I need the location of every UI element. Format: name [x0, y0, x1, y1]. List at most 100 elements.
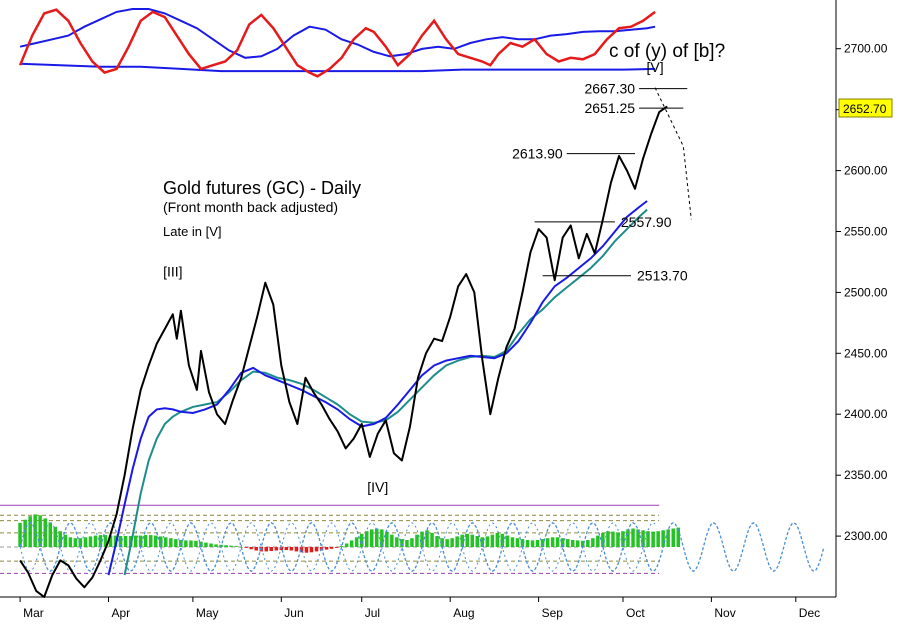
level-label: 2667.30 — [584, 81, 635, 97]
histogram-bar — [209, 543, 213, 547]
y-tick-label: 2550.00 — [844, 225, 888, 239]
histogram-bar — [68, 537, 73, 547]
histogram-bar — [495, 532, 500, 547]
x-tick-label: Aug — [453, 606, 474, 620]
histogram-bar — [555, 537, 560, 547]
wave-question: c of (y) of [b]? — [609, 41, 725, 62]
histogram-bar — [214, 544, 218, 547]
chart-note: Late in [V] — [163, 224, 222, 239]
histogram-bar — [515, 538, 520, 547]
histogram-bar — [550, 537, 555, 547]
histogram-bar — [58, 531, 62, 547]
x-tick-label: Oct — [626, 606, 645, 620]
bottom-indicator-panel — [0, 504, 825, 574]
chart-subtitle: (Front month back adjusted) — [163, 199, 338, 215]
histogram-bar — [43, 518, 47, 547]
histogram-bar — [118, 536, 123, 547]
histogram-bar — [485, 536, 490, 547]
histogram-bar — [169, 538, 173, 547]
ma-slow-line — [123, 208, 648, 576]
histogram-bar — [465, 533, 469, 547]
histogram-bar — [651, 531, 655, 547]
histogram-bar — [375, 528, 379, 547]
histogram-bar — [314, 547, 319, 552]
histogram-bar — [631, 528, 635, 547]
histogram-bar — [309, 547, 314, 553]
histogram-bar — [440, 538, 444, 547]
histogram-bar — [274, 547, 279, 551]
histogram-bar — [184, 540, 188, 547]
histogram-bar — [98, 535, 103, 547]
histogram-bar — [530, 540, 535, 547]
last-price-label: 2652.70 — [843, 102, 887, 116]
histogram-bar — [269, 547, 273, 551]
ma-slow-group — [123, 208, 648, 576]
histogram-bar — [621, 531, 625, 547]
histogram-bar — [194, 540, 198, 547]
histogram-bar — [400, 539, 404, 547]
histogram-bar — [93, 535, 98, 547]
histogram-bar — [370, 529, 374, 547]
histogram-bar — [164, 537, 168, 547]
histogram-bar — [566, 539, 570, 547]
histogram-bar — [304, 547, 309, 553]
top-indicator-red-line — [18, 8, 656, 78]
y-tick-label: 2600.00 — [844, 164, 888, 178]
histogram-bar — [48, 522, 52, 547]
histogram-bar — [63, 534, 68, 547]
histogram-bar — [289, 547, 294, 551]
histogram-bar — [445, 539, 449, 547]
histogram-bar — [108, 535, 113, 547]
histogram-bar — [470, 534, 474, 547]
histogram-bar — [339, 546, 344, 547]
y-tick-label: 2500.00 — [844, 285, 888, 299]
histogram-bar — [83, 537, 88, 547]
top-indicator-blue-line — [19, 8, 656, 59]
histogram-bar — [329, 547, 334, 549]
histogram-bar — [535, 540, 540, 547]
wave-label: [V] — [647, 59, 664, 75]
histogram-bar — [159, 536, 163, 547]
histogram-bar — [540, 539, 545, 547]
histogram-bar — [294, 547, 299, 552]
histogram-bar — [344, 543, 349, 547]
histogram-bar — [591, 538, 595, 547]
last-price-badge: 2652.70 — [838, 98, 893, 118]
price-group — [19, 105, 668, 598]
histogram-bar — [264, 547, 268, 552]
histogram-bar — [661, 530, 665, 547]
histogram-bar — [636, 529, 640, 547]
level-label: 2651.25 — [584, 100, 635, 116]
top-indicator-base-line — [20, 62, 656, 73]
histogram-bar — [581, 540, 585, 547]
histogram-bar — [365, 531, 369, 547]
histogram-bar — [545, 538, 550, 547]
histogram-bar — [646, 531, 650, 547]
histogram-bar — [103, 535, 108, 547]
histogram-bar — [656, 531, 660, 547]
cycle-wave-secondary — [19, 522, 656, 572]
histogram-bar — [525, 540, 530, 547]
histogram-bar — [395, 537, 399, 547]
histogram-bar — [174, 539, 178, 547]
histogram-bar — [284, 547, 289, 551]
histogram-bar — [380, 529, 384, 547]
histogram-bar — [360, 533, 364, 547]
histogram-bar — [23, 519, 27, 547]
level-label: 2613.90 — [512, 146, 563, 162]
level-label: 2513.70 — [637, 268, 688, 284]
histogram-bar — [415, 534, 419, 547]
histogram-bar — [179, 540, 183, 547]
last-price-box — [838, 98, 893, 118]
histogram-bar — [571, 540, 575, 547]
histogram-bar — [601, 532, 605, 547]
histogram-bar — [334, 547, 339, 548]
histogram-bar — [410, 538, 414, 547]
top-indicator-panel — [18, 8, 656, 78]
histogram-bar — [53, 526, 57, 547]
wave-label: [IV] — [367, 479, 388, 495]
histogram-bar — [385, 531, 389, 547]
histogram-bar — [560, 538, 565, 547]
histogram-bar — [460, 534, 464, 547]
histogram-bar — [500, 533, 505, 547]
